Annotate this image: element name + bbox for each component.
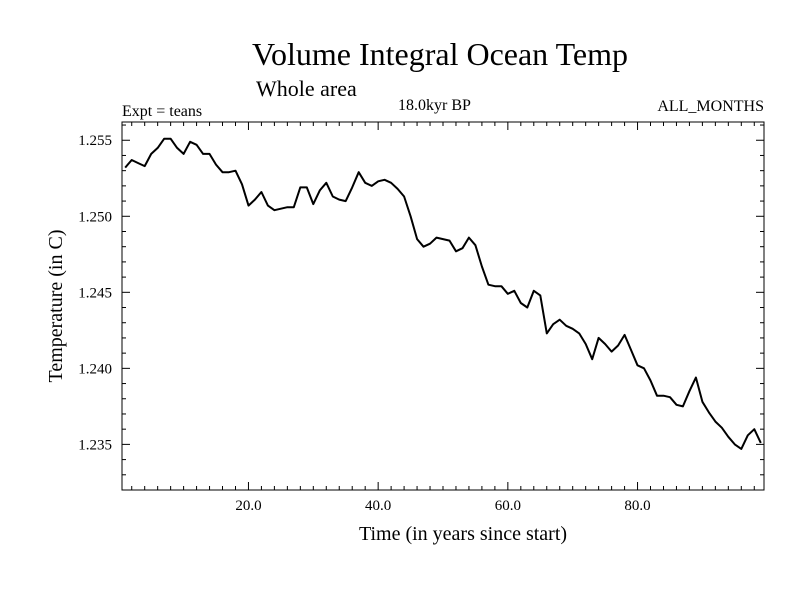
series-group — [124, 137, 762, 450]
series-line — [124, 137, 762, 450]
y-tick-label: 1.245 — [78, 285, 112, 301]
chart-title: Volume Integral Ocean Temp — [251, 36, 628, 72]
experiment-label: Expt = teans — [122, 103, 203, 120]
x-tick-label: 40.0 — [365, 498, 391, 514]
x-tick-label: 80.0 — [624, 498, 650, 514]
y-axis-ticks — [122, 124, 764, 476]
y-tick-label: 1.255 — [78, 133, 112, 149]
x-axis-tick-labels: 20.0 40.0 60.0 80.0 — [235, 498, 650, 514]
chart-subtitle: Whole area — [256, 76, 357, 101]
x-axis-label: Time (in years since start) — [359, 523, 567, 545]
x-tick-label: 20.0 — [235, 498, 261, 514]
y-tick-label: 1.240 — [78, 361, 112, 377]
x-axis-ticks — [131, 122, 755, 490]
era-label: 18.0kyr BP — [398, 97, 471, 114]
months-label: ALL_MONTHS — [657, 98, 764, 115]
plot-frame — [121, 121, 765, 491]
y-tick-label: 1.250 — [78, 209, 112, 225]
x-tick-label: 60.0 — [495, 498, 521, 514]
y-axis-tick-labels: 1.235 1.240 1.245 1.250 1.255 — [78, 133, 112, 453]
y-tick-label: 1.235 — [78, 437, 112, 453]
y-axis-label: Temperature (in C) — [45, 230, 67, 383]
